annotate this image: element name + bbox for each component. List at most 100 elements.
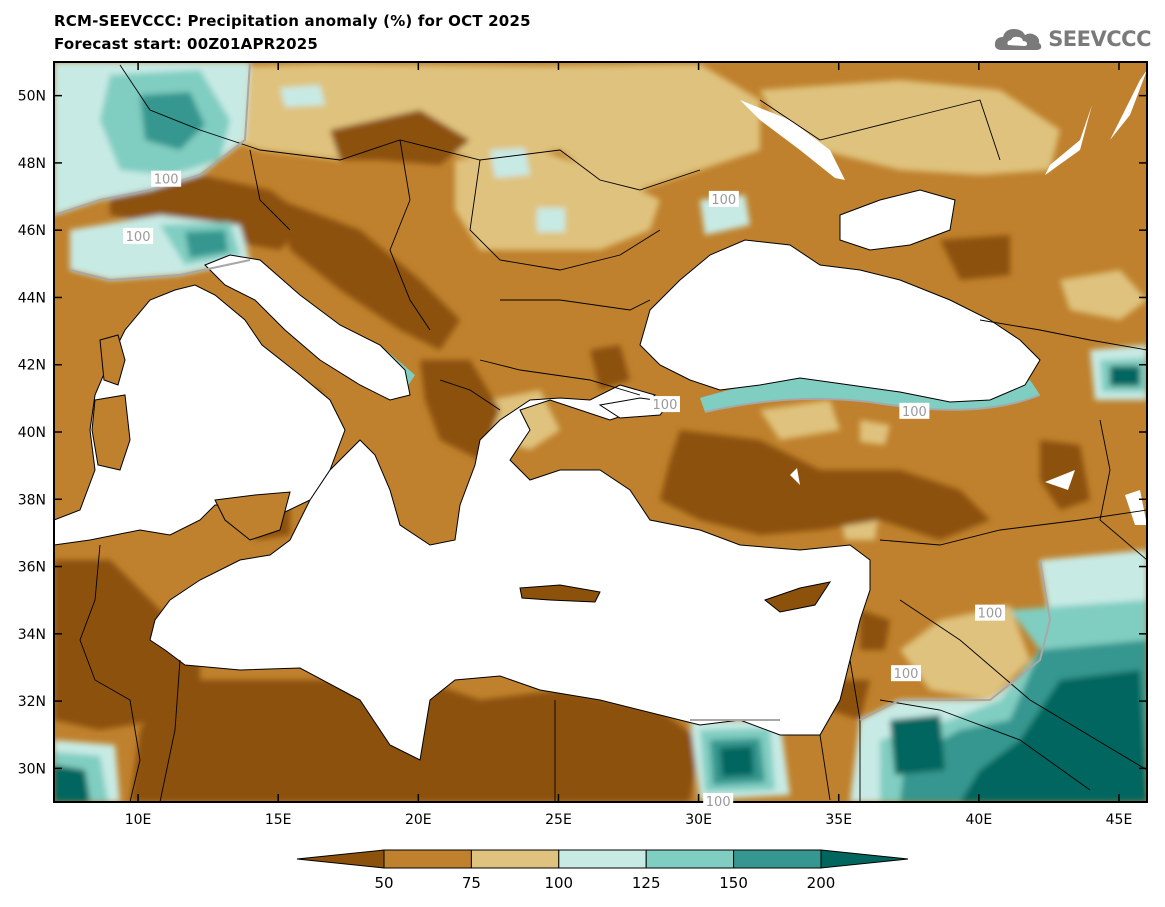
anomaly-field <box>54 62 1147 802</box>
region-extreme-wet-georgia <box>1110 366 1140 386</box>
lat-tick-label-1: 32N <box>18 694 46 710</box>
longitude-ticks: 10E 15E 20E 25E 30E 35E 40E 45E <box>125 62 1133 828</box>
map-title: RCM-SEEVCCC: Precipitation anomaly (%) f… <box>54 12 531 30</box>
latitude-ticks: 30N 32N 34N 36N 38N 40N 42N 44N 46N 48N 50N <box>18 89 1147 777</box>
region-very-dry-egypt-west <box>560 760 660 802</box>
lat-tick-label-4: 38N <box>18 492 46 508</box>
lat-tick-label-5: 40N <box>18 425 46 441</box>
cyprus <box>763 581 832 613</box>
lon-tick-label-1: 15E <box>265 812 292 828</box>
contour-label-bg-4 <box>899 402 930 419</box>
nodata-ukraine-1 <box>740 100 845 180</box>
lon-tick-label-5: 35E <box>825 812 852 828</box>
region-extreme-wet-sw <box>54 765 90 802</box>
crete <box>519 584 601 603</box>
region-moderately-dry-levant <box>900 605 1030 700</box>
nodata-ukraine-2 <box>1045 105 1092 175</box>
region-extreme-wet-middle-east <box>960 670 1147 802</box>
region-very-dry-balkans-2 <box>420 360 500 460</box>
map-area <box>54 62 1147 802</box>
colorbar-right-triangle <box>820 849 909 869</box>
contour-label-bg-2 <box>708 190 739 207</box>
lon-tick-label-6: 40E <box>966 812 993 828</box>
country-borders <box>79 64 1147 802</box>
nodata-russia <box>1110 70 1147 140</box>
colorbar-label-0: 50 <box>374 874 393 892</box>
mediterranean-sea <box>54 284 871 761</box>
contour-label-bg-7 <box>703 793 734 809</box>
black-sea <box>639 239 1041 403</box>
lat-tick-label-0: 30N <box>18 761 46 777</box>
nodata-turkey <box>1045 470 1075 490</box>
region-moderately-wet-romania <box>537 208 565 232</box>
contour-label-bg-0 <box>151 170 182 187</box>
region-moderately-wet-poland <box>280 85 325 107</box>
region-extreme-wet-nile <box>720 746 754 777</box>
colorbar-label-4: 150 <box>719 874 748 892</box>
contour-label-6: 100 <box>894 667 919 682</box>
contour-label-bg-6 <box>890 665 921 682</box>
adriatic-sea <box>204 254 411 401</box>
black-sea-coast-wet <box>700 377 1040 412</box>
cloud-icon <box>995 29 1042 50</box>
region-very-dry-tunisia <box>54 560 200 730</box>
contour-label-7: 100 <box>706 795 731 810</box>
lon-tick-label-4: 30E <box>685 812 712 828</box>
lat-tick-label-3: 36N <box>18 560 46 576</box>
corsica <box>99 334 126 386</box>
region-extreme-wet-jordan <box>890 715 945 775</box>
seevccc-logo: SEEVCCC <box>992 22 1151 56</box>
lon-tick-label-0: 10E <box>125 812 152 828</box>
colorbar-box-3 <box>645 849 735 869</box>
region-very-dry-russia <box>940 235 1010 280</box>
lat-tick-label-9: 48N <box>18 156 46 172</box>
region-very-dry-lebanon-coast <box>860 610 890 650</box>
sea-of-azov <box>839 189 956 251</box>
colorbar-label-2: 100 <box>544 874 573 892</box>
colorbar-box-0 <box>383 849 472 869</box>
lon-tick-label-7: 45E <box>1106 812 1133 828</box>
region-very-dry-turkey <box>660 430 990 540</box>
contour-labels: 100 100 100 100 100 100 100 100 <box>123 170 1006 810</box>
lon-tick-label-3: 25E <box>545 812 572 828</box>
colorbar: 50 75 100 125 150 200 <box>296 849 909 892</box>
lon-tick-label-2: 20E <box>405 812 432 828</box>
region-moderately-wet-slovakia <box>490 148 530 178</box>
colorbar-left-triangle <box>296 849 385 869</box>
contour-label-4: 100 <box>902 405 927 420</box>
lat-tick-label-7: 44N <box>18 290 46 306</box>
colorbar-box-1 <box>470 849 560 869</box>
lat-tick-label-2: 34N <box>18 627 46 643</box>
lat-tick-label-8: 46N <box>18 223 46 239</box>
region-very-wet-alps-b <box>185 230 228 258</box>
contour-label-2: 100 <box>711 193 736 208</box>
contour-label-5: 100 <box>978 607 1003 622</box>
contour-label-1: 100 <box>126 230 151 245</box>
region-moderately-dry-turkey-a <box>760 400 840 440</box>
contour-label-3: 100 <box>653 398 678 413</box>
region-moderately-dry-ukraine-east <box>760 80 1060 175</box>
colorbar-label-1: 75 <box>462 874 481 892</box>
lat-tick-label-6: 42N <box>18 358 46 374</box>
sardinia <box>91 394 131 471</box>
colorbar-label-3: 125 <box>632 874 661 892</box>
contour-label-bg-1 <box>123 227 154 244</box>
region-very-dry-alps-south <box>110 175 310 250</box>
logo-text: SEEVCCC <box>1048 27 1151 51</box>
contour-label-bg-5 <box>975 604 1006 621</box>
contour-label-bg-3 <box>649 396 680 413</box>
region-moderately-dry-turkey-b <box>860 420 890 445</box>
region-moderately-dry-caucasus <box>1060 270 1147 320</box>
contour-label-0: 100 <box>154 173 179 188</box>
region-very-wet-alps <box>140 92 205 150</box>
region-very-dry-bulgaria <box>590 345 630 390</box>
sicily <box>214 491 291 541</box>
colorbar-box-4 <box>733 849 822 869</box>
colorbar-box-2 <box>558 849 647 869</box>
colorbar-label-5: 200 <box>807 874 836 892</box>
forecast-start: Forecast start: 00Z01APR2025 <box>54 35 318 53</box>
region-very-dry-balkans-1 <box>280 200 460 350</box>
nodata-central-turkey <box>790 468 800 485</box>
lat-tick-label-10: 50N <box>18 89 46 105</box>
